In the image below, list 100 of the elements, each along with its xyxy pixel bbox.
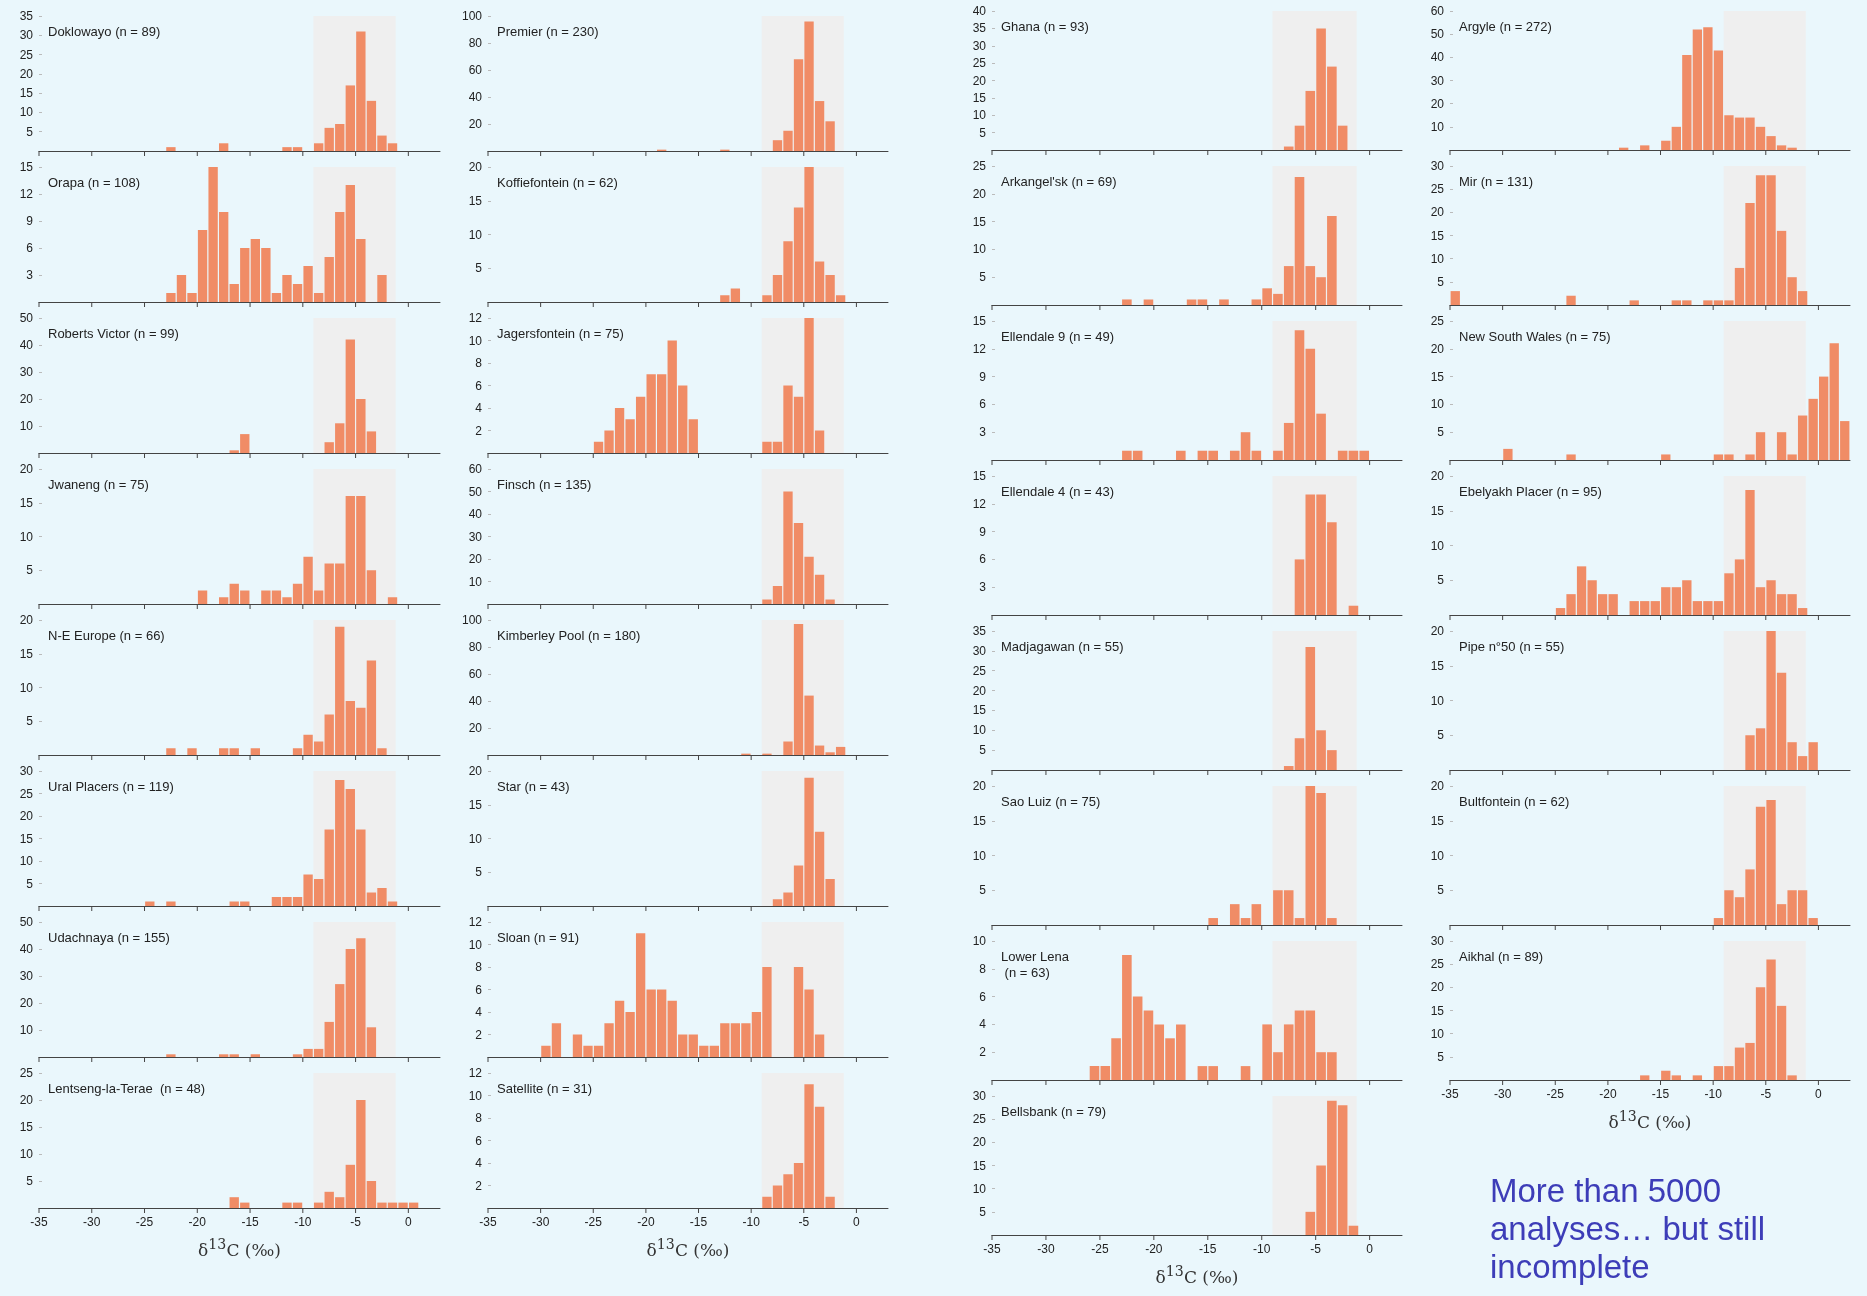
y-tick-label: 35 xyxy=(972,21,987,36)
y-tick-label: 20 xyxy=(19,996,34,1010)
y-tick-label: 20 xyxy=(1430,980,1445,995)
y-tick-label: 20 xyxy=(972,73,987,88)
x-tick-label: -5 xyxy=(350,1215,362,1229)
x-tick-label: -35 xyxy=(479,1215,497,1229)
x-tick-label: -25 xyxy=(584,1215,603,1229)
y-tick-label: 5 xyxy=(475,865,483,880)
y-tick-label: 15 xyxy=(1430,503,1445,518)
y-tick-label: 10 xyxy=(1430,397,1445,412)
y-tick-label: 40 xyxy=(972,4,987,18)
x-axis-title: δ$^{13}$C (‰) xyxy=(1607,1108,1693,1132)
y-tick-label: 20 xyxy=(972,683,987,698)
y-tick-label: 8 xyxy=(475,356,483,370)
y-tick-label: 8 xyxy=(475,960,483,974)
text: Satellite (n = 31) xyxy=(497,1080,593,1096)
y-tick-label: 50 xyxy=(19,915,34,929)
y-tick-label: 15 xyxy=(972,813,987,828)
y-tick-label: 20 xyxy=(19,392,34,406)
x-tick-label: -20 xyxy=(1145,1242,1163,1256)
y-tick-label: 60 xyxy=(468,63,483,77)
y-tick-label: 9 xyxy=(26,214,34,228)
text: N-E Europe (n = 66) xyxy=(48,627,165,643)
y-tick-label: 9 xyxy=(979,524,987,539)
y-tick-label: 25 xyxy=(972,159,987,173)
y-tick-label: 40 xyxy=(1430,50,1445,65)
text: Orapa (n = 108) xyxy=(48,174,141,190)
text: Arkangel'sk (n = 69) xyxy=(1001,173,1117,189)
y-tick-label: 15 xyxy=(19,1120,34,1134)
text: Kimberley Pool (n = 180) xyxy=(497,627,641,643)
y-tick-label: 25 xyxy=(972,1112,987,1127)
x-tick-label: -25 xyxy=(135,1215,154,1229)
y-tick-label: 35 xyxy=(972,624,987,638)
y-tick-label: 5 xyxy=(1437,1049,1445,1064)
y-tick-label: 3 xyxy=(26,268,34,282)
y-tick-label: 25 xyxy=(19,1066,34,1080)
y-tick-label: 15 xyxy=(972,214,987,229)
y-tick-label: 50 xyxy=(468,484,483,499)
y-tick-label: 9 xyxy=(979,369,987,384)
y-tick-label: 30 xyxy=(19,969,34,983)
y-tick-label: 10 xyxy=(19,1147,34,1161)
y-tick-label: 15 xyxy=(19,495,34,510)
text: Star (n = 43) xyxy=(497,778,570,794)
y-tick-label: 10 xyxy=(19,105,34,120)
y-tick-label: 40 xyxy=(468,90,483,104)
x-tick-label: -15 xyxy=(689,1215,708,1229)
y-tick-label: 4 xyxy=(979,1017,987,1032)
text: Ebelyakh Placer (n = 95) xyxy=(1459,483,1602,499)
text: Bultfontein (n = 62) xyxy=(1459,793,1570,809)
y-tick-label: 10 xyxy=(19,529,34,544)
x-tick-label: -35 xyxy=(1441,1087,1459,1101)
y-tick-label: 30 xyxy=(19,764,34,778)
y-tick-label: 10 xyxy=(972,723,987,738)
y-tick-label: 25 xyxy=(1430,314,1445,328)
y-tick-label: 25 xyxy=(19,47,34,62)
y-tick-label: 60 xyxy=(468,462,483,476)
x-tick-label: -15 xyxy=(1651,1087,1670,1101)
y-tick-label: 60 xyxy=(1430,4,1445,18)
y-tick-label: 5 xyxy=(1437,883,1445,898)
y-tick-label: 15 xyxy=(19,86,34,101)
text: Jwaneng (n = 75) xyxy=(48,476,149,492)
y-tick-label: 10 xyxy=(468,937,483,952)
x-tick-label: -5 xyxy=(1760,1087,1772,1101)
y-tick-label: 10 xyxy=(1430,251,1445,266)
y-tick-label: 15 xyxy=(468,193,483,208)
y-tick-label: 20 xyxy=(19,1093,34,1107)
x-tick-label: -15 xyxy=(1199,1242,1217,1256)
y-tick-label: 35 xyxy=(19,9,34,23)
y-tick-label: 15 xyxy=(972,314,987,328)
x-tick-label: -30 xyxy=(83,1215,101,1229)
y-tick-label: 20 xyxy=(972,779,987,793)
y-tick-label: 10 xyxy=(468,574,483,589)
y-tick-label: 6 xyxy=(979,397,987,412)
y-tick-label: 3 xyxy=(979,580,987,595)
y-tick-label: 10 xyxy=(972,934,987,948)
y-tick-label: 20 xyxy=(1430,205,1445,220)
y-tick-label: 5 xyxy=(979,270,987,285)
y-tick-label: 20 xyxy=(1430,469,1445,483)
y-tick-label: 80 xyxy=(468,640,483,654)
y-tick-label: 10 xyxy=(972,242,987,257)
x-tick-label: -35 xyxy=(30,1215,48,1229)
y-tick-label: 15 xyxy=(1430,1003,1445,1018)
y-tick-label: 5 xyxy=(979,883,987,898)
y-tick-label: 20 xyxy=(1430,341,1445,356)
y-tick-label: 25 xyxy=(1430,957,1445,972)
text: Roberts Victor (n = 99) xyxy=(48,325,179,341)
y-tick-label: 12 xyxy=(972,341,987,356)
text: Bellsbank (n = 79) xyxy=(1001,1103,1107,1119)
text: Koffiefontein (n = 62) xyxy=(497,174,618,190)
x-tick-label: -20 xyxy=(188,1215,207,1229)
y-tick-label: 2 xyxy=(475,1027,483,1042)
y-tick-label: 5 xyxy=(26,876,34,891)
y-tick-label: 12 xyxy=(468,311,483,325)
x-axis-title: δ$^{13}$C (‰) xyxy=(645,1236,731,1260)
y-tick-label: 6 xyxy=(979,552,987,567)
x-tick-label: -30 xyxy=(1037,1242,1055,1256)
y-tick-label: 15 xyxy=(972,469,987,483)
y-tick-label: 2 xyxy=(979,1045,987,1060)
y-tick-label: 10 xyxy=(1430,538,1445,553)
y-tick-label: 5 xyxy=(1437,425,1445,440)
